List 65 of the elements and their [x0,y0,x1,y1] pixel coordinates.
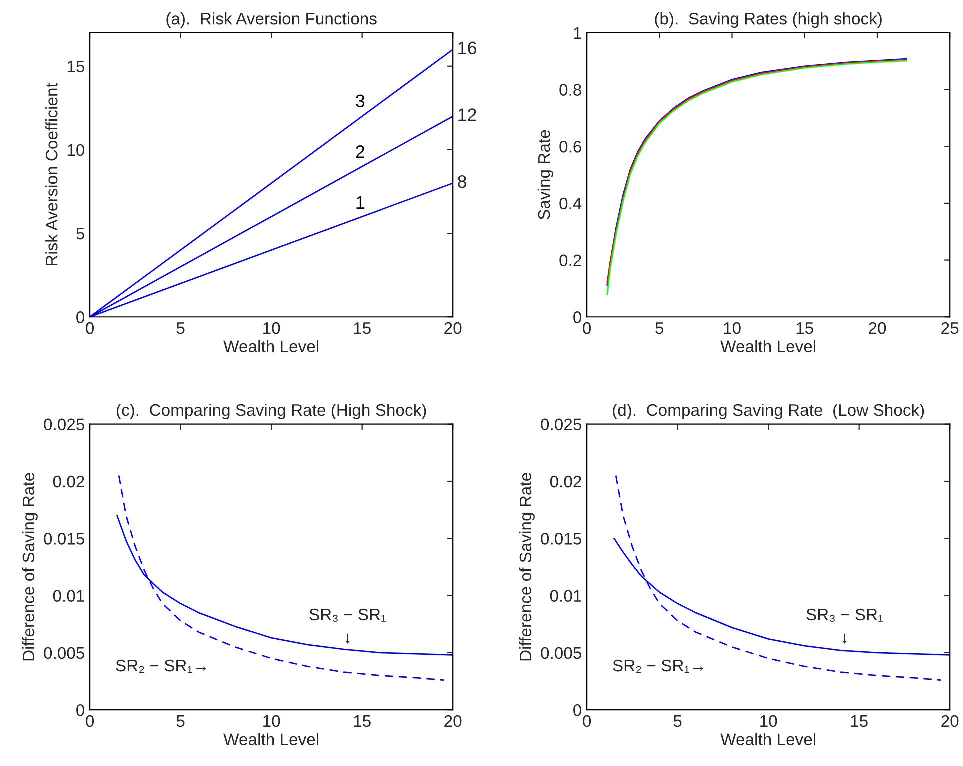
x-tick-label: 25 [942,322,959,334]
x-axis-title: Wealth Level [720,733,816,746]
x-tick-label: 0 [583,322,592,334]
x-tick-label: 10 [264,715,280,728]
x-tick-label: 0 [583,715,592,728]
y-tick-label: 0.6 [560,141,582,153]
x-tick-label: 15 [354,322,371,334]
x-tick-label: 15 [354,716,371,728]
data-label: 16 [458,42,477,54]
x-tick-label: 5 [176,716,185,728]
x-tick-label: 10 [724,322,741,334]
annotation: SR₃ − SR₁ ↓ [806,608,884,644]
x-axis-title: Wealth Level [720,340,816,353]
data-label: 12 [458,108,476,122]
y-tick-label: 0.015 [541,533,582,545]
y-axis-title: Saving Rate [538,130,554,220]
x-axis-title: Wealth Level [224,340,318,353]
series-label: 1 [356,196,365,209]
y-tick-label: 5 [76,228,84,240]
x-tick-label: 5 [176,322,185,334]
y-axis-title: Risk Aversion Coefficient [46,83,58,266]
y-tick-label: 0.2 [560,254,582,266]
y-tick-label: 0.015 [44,533,84,545]
x-tick-label: 5 [656,322,664,334]
x-tick-label: 0 [86,322,94,334]
series-label: 3 [356,94,365,108]
chart-title: (d). Comparing Saving Rate (Low Shock) [613,404,924,420]
x-tick-label: 10 [760,715,778,728]
y-tick-label: 0.01 [53,590,84,602]
y-tick-label: 1 [574,28,582,39]
y-tick-label: 0 [574,312,582,324]
annotation: SR₂ − SR₁→ [116,660,206,673]
x-tick-label: 20 [942,715,959,728]
chart-title: (b). Saving Rates (high shock) [655,12,882,28]
y-tick-label: 0.01 [550,590,582,602]
y-tick-label: 0.005 [541,647,582,660]
y-tick-label: 0.02 [550,476,582,488]
y-tick-label: 0.02 [53,476,84,488]
y-axis-title: Difference of Saving Rate [519,473,535,661]
y-tick-label: 0.025 [541,418,582,431]
chart-title: (c). Comparing Saving Rate (High Shock) [116,404,426,420]
y-tick-label: 0.8 [560,84,582,96]
annotation: SR₂ − SR₁→ [613,660,704,673]
chart-title: (a). Risk Aversion Functions [166,12,377,28]
x-tick-label: 10 [264,322,280,334]
x-tick-label: 15 [851,716,868,728]
x-tick-label: 20 [869,322,886,334]
x-axis-title: Wealth Level [224,733,318,746]
x-tick-label: 20 [444,322,462,334]
x-tick-label: 20 [444,715,462,728]
y-tick-label: 0.005 [44,647,84,660]
x-tick-label: 5 [674,716,682,728]
y-tick-label: 0 [574,704,582,716]
y-tick-label: 0 [76,704,85,716]
series-label: 2 [356,146,365,158]
y-axis-title: Difference of Saving Rate [22,473,38,661]
x-tick-label: 15 [796,322,814,334]
y-tick-label: 10 [68,144,85,156]
annotation: SR₃ − SR₁ ↓ [310,608,386,644]
y-tick-label: 0.4 [560,198,582,210]
x-tick-label: 0 [86,715,94,728]
y-tick-label: 0 [76,312,85,324]
data-label: 8 [458,175,467,188]
y-tick-label: 15 [68,60,84,73]
y-tick-label: 0.025 [44,418,84,431]
